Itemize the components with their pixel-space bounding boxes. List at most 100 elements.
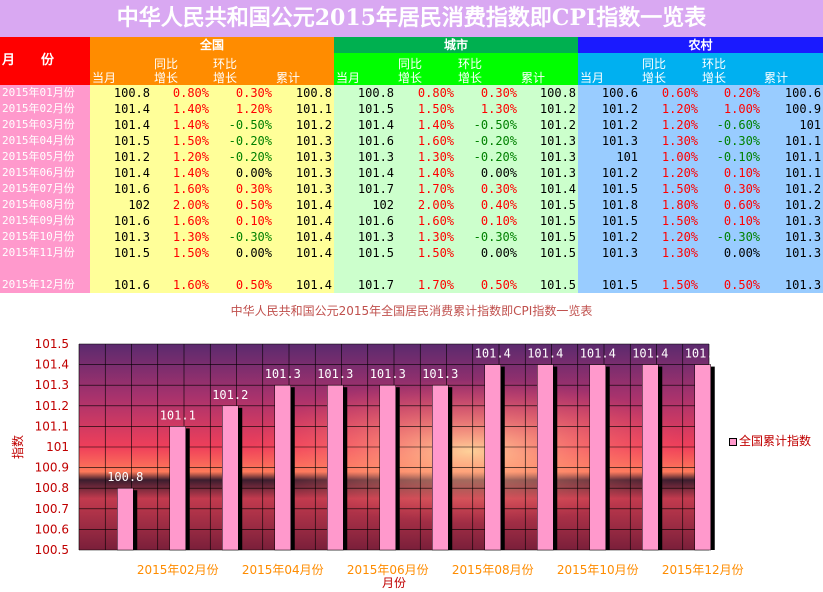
- table-cell: 101.5: [519, 213, 579, 229]
- table-cell: 101.4: [519, 181, 579, 197]
- bar: [694, 364, 711, 551]
- table-cell: 101.6: [334, 133, 397, 149]
- bar: [589, 364, 606, 551]
- chart-title: 中华人民共和国公元2015年全国居民消费累计指数即CPI指数一览表: [230, 304, 593, 318]
- table-cell: 101.6: [334, 213, 397, 229]
- col-header-yoy: 同比 增长: [640, 53, 701, 85]
- table-cell: 1.50%: [640, 181, 701, 197]
- col-header-mom: 环比 增长: [211, 53, 274, 85]
- table-cell: 101.4: [90, 101, 152, 117]
- col-header-cum: 累计: [762, 53, 823, 85]
- x-axis-title: 月份: [382, 576, 406, 590]
- table-cell: [274, 261, 335, 277]
- x-tick-label: 2015年02月份: [137, 563, 219, 577]
- table-cell: 0.60%: [640, 85, 701, 101]
- month-cell: 2015年08月份: [0, 197, 90, 213]
- y-tick-label: 101.2: [35, 399, 69, 413]
- table-cell: [334, 261, 397, 277]
- table-cell: 1.30%: [640, 133, 701, 149]
- table-cell: 1.40%: [152, 101, 211, 117]
- table-cell: 1.30%: [396, 229, 457, 245]
- page-title: 中华人民共和国公元2015年居民消费指数即CPI指数一览表: [0, 0, 823, 37]
- table-row: 2015年01月份 100.8 0.80% 0.30% 100.8 100.8 0.80% 0…: [0, 85, 823, 101]
- bar-data-label: 101.3: [422, 367, 458, 381]
- table-row: 2015年06月份 101.4 1.40% 0.00% 101.3 101.4 1.40% 0…: [0, 165, 823, 181]
- table-cell: 0.10%: [456, 213, 520, 229]
- table-cell: 101.3: [274, 133, 335, 149]
- legend-swatch: [729, 437, 737, 446]
- table-cell: 101.3: [334, 229, 397, 245]
- table-cell: 1.40%: [152, 117, 211, 133]
- bar: [484, 364, 501, 551]
- bar: [432, 384, 449, 551]
- table-cell: 101.5: [90, 245, 152, 261]
- table-cell: 0.80%: [152, 85, 211, 101]
- y-tick-label: 100.9: [35, 461, 69, 475]
- table-cell: 101.4: [90, 117, 152, 133]
- table-cell: 1.30%: [456, 101, 520, 117]
- table-cell: [519, 261, 579, 277]
- y-tick-label: 101.4: [35, 358, 69, 372]
- group-rural: 农村: [578, 37, 823, 53]
- table-row: 2015年09月份 101.6 1.60% 0.10% 101.4 101.6 1.60% 0…: [0, 213, 823, 229]
- col-header-yoy: 同比 增长: [396, 53, 457, 85]
- y-tick-label: 100.6: [35, 522, 69, 536]
- table-cell: [152, 261, 211, 277]
- month-cell: 2015年11月份: [0, 245, 90, 261]
- month-cell: 2015年04月份: [0, 133, 90, 149]
- table-cell: 102: [90, 197, 152, 213]
- table-cell: 1.20%: [152, 149, 211, 165]
- table-cell: 101.4: [274, 229, 335, 245]
- table-cell: 101.3: [578, 245, 641, 261]
- table-cell: 101.5: [578, 213, 641, 229]
- table-cell: [211, 261, 274, 277]
- table-cell: 100.8: [519, 85, 579, 101]
- bar: [642, 364, 659, 551]
- month-cell: 2015年01月份: [0, 85, 90, 101]
- table-cell: 102: [334, 197, 397, 213]
- table-cell: 0.10%: [211, 213, 274, 229]
- table-cell: -0.30%: [211, 229, 274, 245]
- table-cell: -0.10%: [700, 149, 763, 165]
- table-cell: 101.2: [90, 149, 152, 165]
- table-cell: 2.00%: [152, 197, 211, 213]
- table-row: 2015年04月份 101.5 1.50% -0.20% 101.3 101.6 1.60%…: [0, 133, 823, 149]
- table-cell: 1.60%: [396, 133, 457, 149]
- table-cell: [640, 261, 701, 277]
- y-tick-label: 101.5: [35, 337, 69, 351]
- table-cell: 1.20%: [211, 101, 274, 117]
- table-cell: 101.5: [578, 277, 641, 293]
- table-cell: 101.3: [274, 181, 335, 197]
- month-cell: 2015年10月份: [0, 229, 90, 245]
- bar: [379, 384, 396, 551]
- table-cell: 1.20%: [640, 165, 701, 181]
- table-cell: -0.20%: [456, 149, 520, 165]
- y-tick-label: 101.1: [35, 419, 69, 433]
- table-cell: 0.50%: [456, 277, 520, 293]
- table-cell: 0.30%: [211, 181, 274, 197]
- table-cell: -0.20%: [456, 133, 520, 149]
- table-cell: 101.5: [334, 101, 397, 117]
- bar-data-label: 101.4: [475, 347, 511, 361]
- table-cell: 1.50%: [640, 213, 701, 229]
- table-cell: 101.2: [519, 101, 579, 117]
- table-cell: 0.30%: [456, 85, 520, 101]
- table-cell: 0.10%: [700, 165, 763, 181]
- table-cell: 101.5: [519, 245, 579, 261]
- y-tick-label: 100.5: [35, 543, 69, 557]
- table-cell: 101.2: [519, 117, 579, 133]
- col-header-current: 当月: [90, 53, 152, 85]
- table-cell: 1.50%: [640, 277, 701, 293]
- table-row: 2015年07月份 101.6 1.60% 0.30% 101.3 101.7 1.70% 0…: [0, 181, 823, 197]
- table-cell: 101.3: [519, 133, 579, 149]
- table-cell: 1.00%: [700, 101, 763, 117]
- table-cell: 101.6: [90, 277, 152, 293]
- bar: [537, 364, 554, 551]
- table-cell: [578, 261, 641, 277]
- table-cell: 0.30%: [211, 85, 274, 101]
- group-urban: 城市: [334, 37, 579, 53]
- y-tick-label: 100.7: [35, 502, 69, 516]
- table-cell: 1.50%: [152, 245, 211, 261]
- table-cell: 101.4: [274, 245, 335, 261]
- table-cell: 1.50%: [396, 245, 457, 261]
